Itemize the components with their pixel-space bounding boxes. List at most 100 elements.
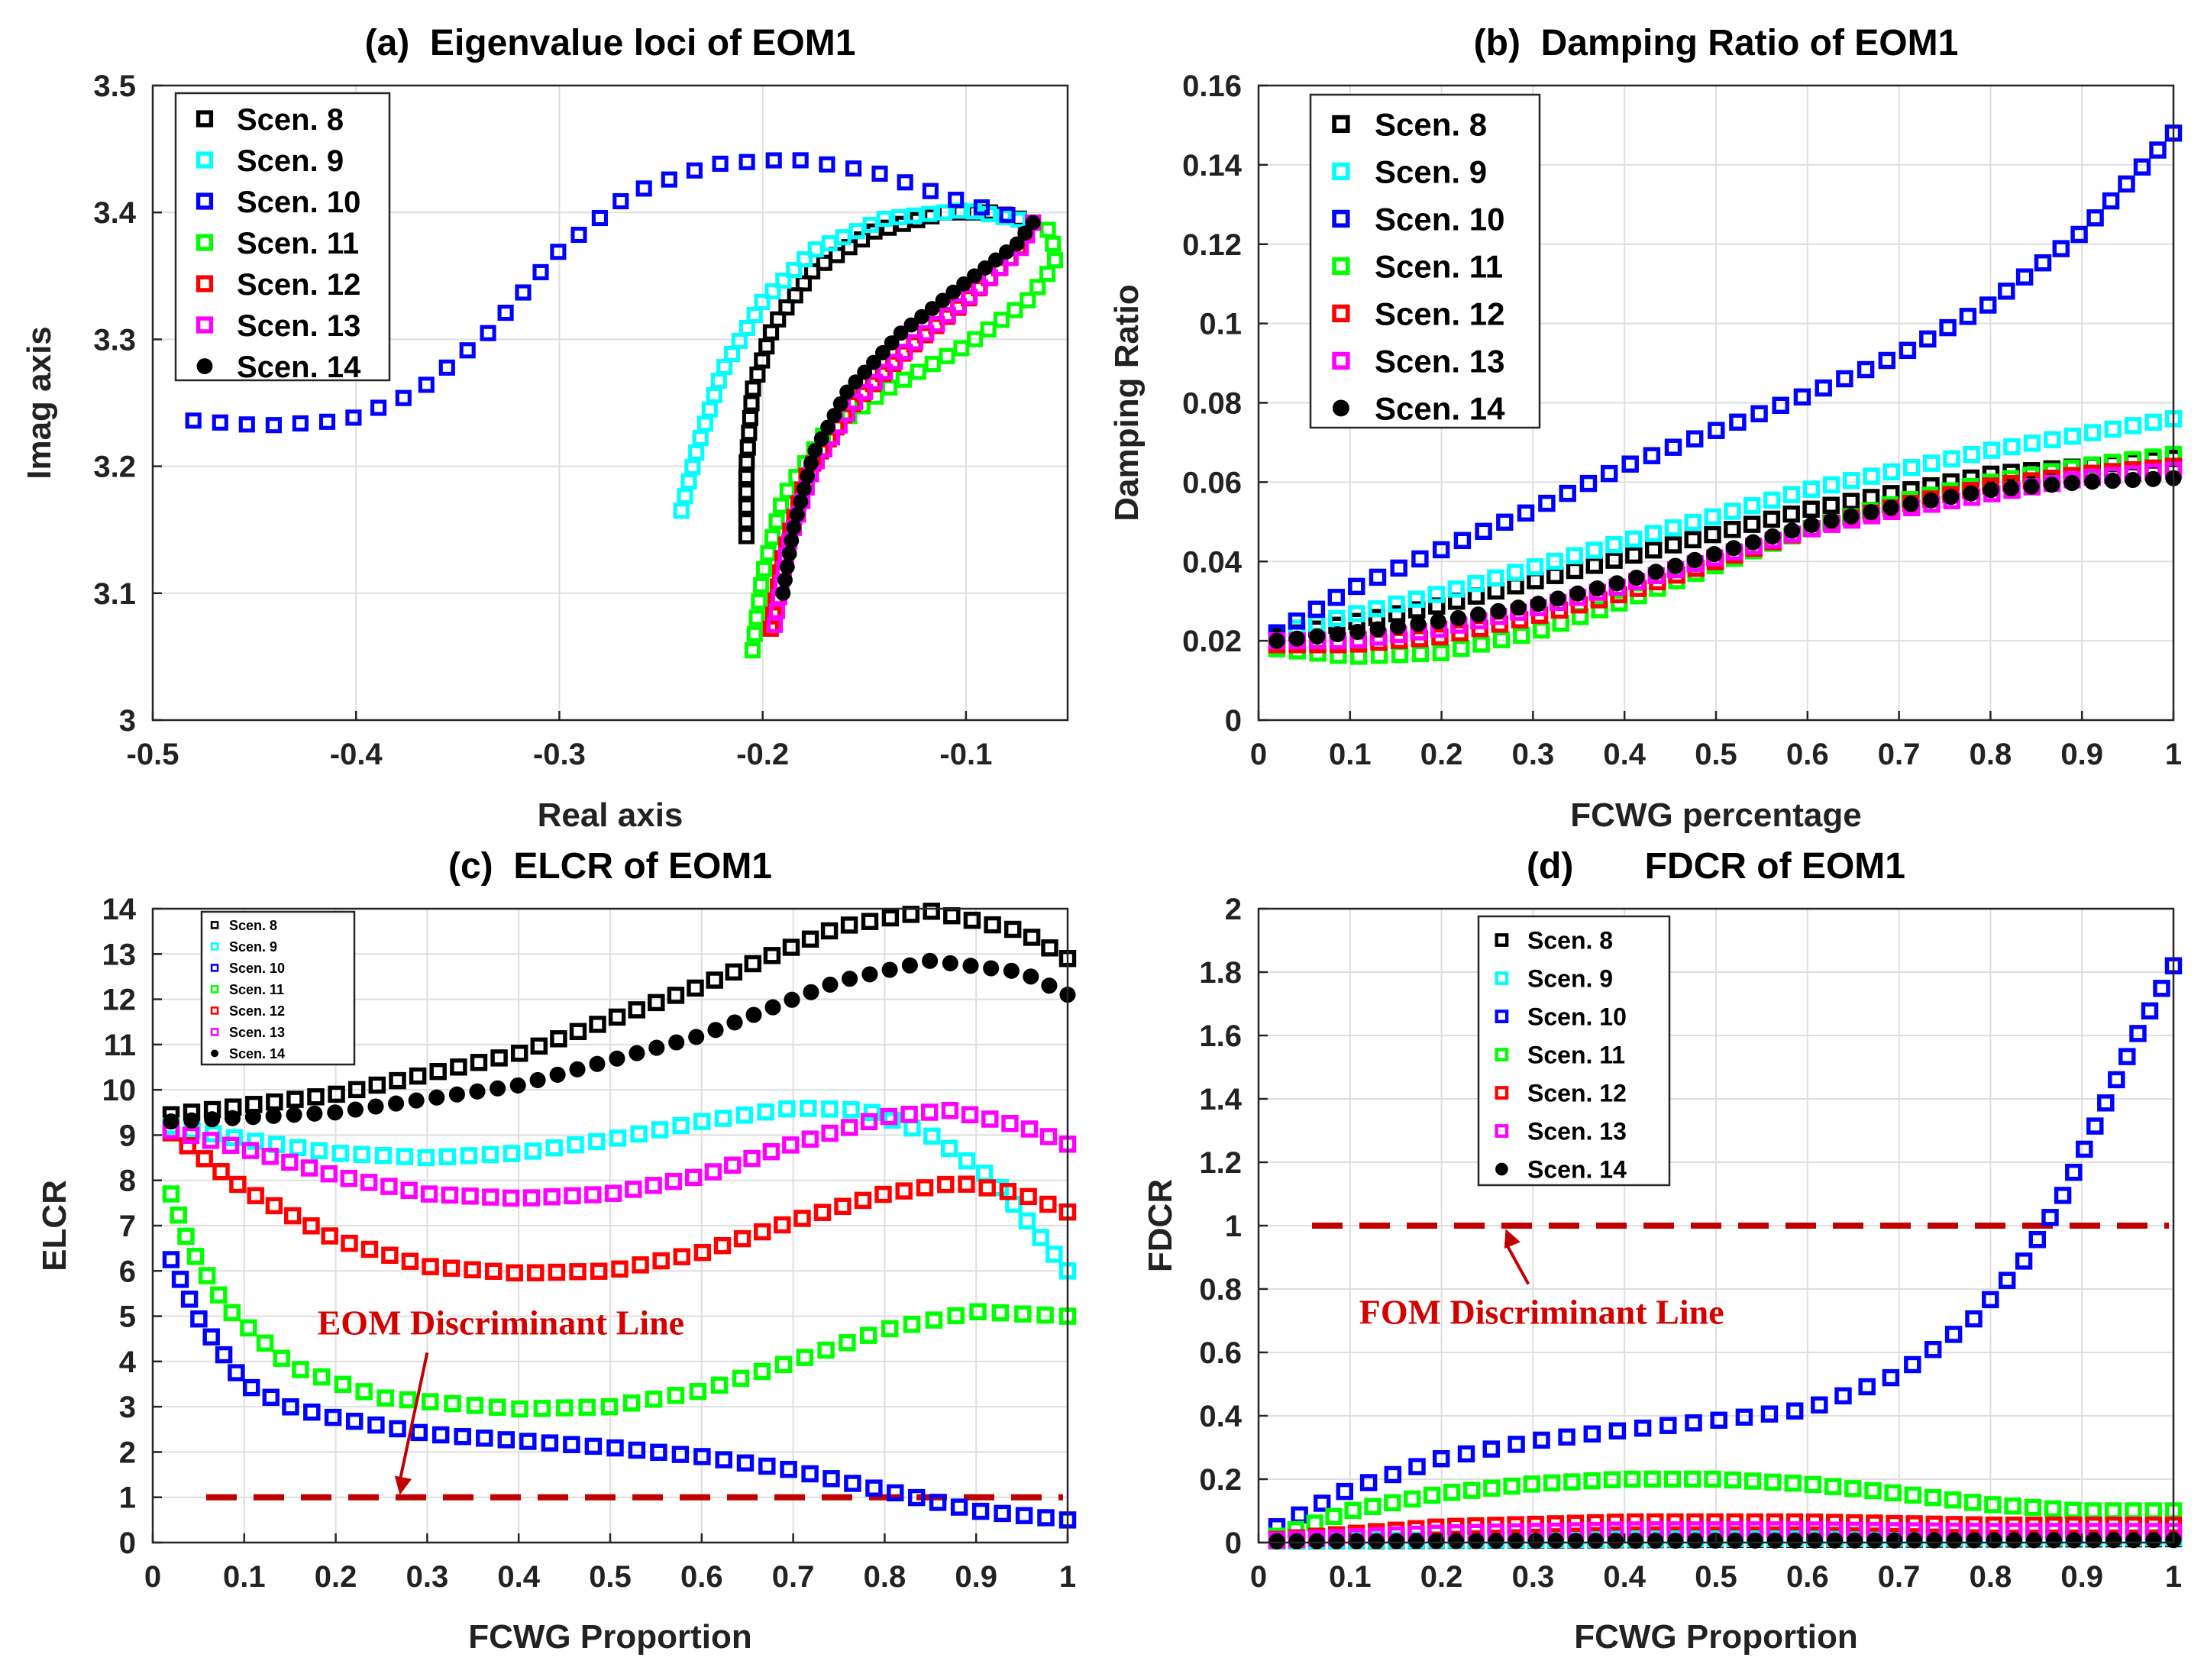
series-scen-9	[162, 1100, 1077, 1280]
data-point	[782, 939, 800, 956]
data-point	[265, 1107, 282, 1124]
data-point	[733, 1229, 751, 1248]
annotation-label: FOM Discriminant Line	[1359, 1293, 1724, 1332]
series-scen-8	[162, 903, 1077, 1124]
data-point	[983, 960, 1000, 977]
data-point	[1643, 1470, 1661, 1488]
data-point	[1427, 586, 1445, 603]
data-point	[753, 577, 770, 593]
data-point	[2063, 427, 2082, 445]
x-tick-label: 0.3	[406, 1560, 449, 1594]
data-point	[1627, 1533, 1644, 1549]
data-point	[2044, 477, 2060, 493]
data-point	[418, 376, 435, 393]
data-point	[755, 561, 772, 577]
data-point	[813, 431, 829, 447]
data-point	[2023, 435, 2041, 452]
data-point	[1523, 1475, 1541, 1493]
data-point	[497, 1431, 515, 1449]
data-point	[1488, 1533, 1504, 1549]
y-tick-label: 0	[1225, 1527, 1242, 1560]
data-point	[522, 1189, 541, 1207]
y-tick-label: 1	[1225, 1210, 1242, 1243]
data-point	[1944, 1491, 1962, 1509]
data-point	[822, 976, 839, 993]
data-point	[2052, 240, 2070, 257]
data-point	[2041, 1209, 2059, 1226]
data-point	[774, 1355, 793, 1374]
data-point	[324, 1408, 342, 1426]
y-axis-label: Damping Ratio	[1108, 284, 1146, 521]
x-tick-label: -0.4	[330, 738, 383, 771]
data-point	[819, 156, 835, 173]
data-point	[877, 363, 894, 380]
data-point	[744, 955, 762, 973]
legend-label: Scen. 8	[1527, 927, 1613, 955]
data-point	[923, 903, 940, 920]
data-point	[591, 209, 608, 227]
legend-label: Scen. 10	[1375, 202, 1504, 237]
data-point	[353, 1145, 370, 1164]
data-point	[786, 261, 803, 279]
y-tick-label: 2	[1225, 893, 1242, 926]
legend-label: Scen. 14	[237, 351, 361, 384]
data-point	[1926, 1532, 1943, 1549]
data-point	[941, 1101, 959, 1119]
data-point	[881, 909, 900, 927]
data-point	[286, 1107, 302, 1123]
legend-marker	[1332, 115, 1350, 134]
data-point	[672, 1116, 690, 1135]
data-point	[1963, 445, 1980, 464]
data-point	[1843, 472, 1860, 489]
y-tick-label: 1	[119, 1481, 136, 1515]
data-point	[958, 1152, 976, 1170]
data-point	[844, 1475, 861, 1492]
data-point	[1268, 1533, 1285, 1549]
data-point	[2105, 1532, 2122, 1549]
legend-marker	[196, 358, 213, 374]
data-point	[940, 1139, 958, 1158]
data-point	[1863, 467, 1880, 485]
data-point	[779, 483, 796, 499]
data-point	[510, 1045, 528, 1062]
data-point	[684, 459, 701, 476]
legend-marker	[210, 1006, 219, 1015]
data-point	[1922, 454, 1941, 472]
data-point	[922, 952, 939, 969]
data-point	[1763, 491, 1781, 509]
data-point	[302, 1217, 320, 1235]
data-point	[1634, 1419, 1652, 1437]
data-point	[347, 1081, 366, 1099]
data-point	[1858, 1378, 1876, 1396]
data-point	[1432, 541, 1450, 559]
data-point	[1822, 476, 1840, 494]
data-point	[1583, 1425, 1601, 1443]
legend-marker	[1495, 1124, 1509, 1138]
data-point	[1015, 1507, 1033, 1524]
data-point	[1327, 589, 1346, 606]
data-point	[1725, 540, 1742, 557]
data-point	[916, 1179, 934, 1197]
legend-label: Scen. 14	[229, 1046, 285, 1061]
data-point	[664, 1172, 683, 1191]
data-point	[632, 1256, 649, 1274]
data-point	[874, 344, 890, 360]
data-point	[1906, 1532, 1923, 1549]
data-point	[807, 443, 823, 458]
data-point	[914, 309, 930, 325]
data-point	[1685, 430, 1704, 447]
data-point	[929, 315, 945, 332]
data-point	[667, 1387, 685, 1404]
data-point	[715, 1451, 732, 1468]
data-point	[994, 1504, 1011, 1523]
legend-label: Scen. 9	[237, 144, 344, 178]
data-point	[648, 1039, 665, 1056]
data-point	[1924, 1340, 1942, 1359]
data-point	[1802, 500, 1820, 519]
data-point	[645, 1391, 663, 1408]
data-point	[1982, 1291, 1999, 1309]
legend-marker	[1495, 1086, 1509, 1100]
data-point	[707, 1022, 724, 1039]
data-point	[444, 1394, 461, 1413]
data-point	[360, 1240, 379, 1258]
